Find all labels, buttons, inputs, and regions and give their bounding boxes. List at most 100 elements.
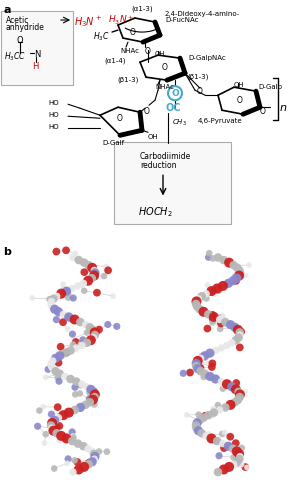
Point	[106, 266, 111, 274]
Point	[68, 375, 73, 383]
Point	[74, 344, 79, 352]
Point	[208, 349, 212, 357]
FancyBboxPatch shape	[114, 142, 231, 224]
Point	[81, 280, 86, 287]
Point	[231, 276, 235, 284]
Point	[209, 287, 214, 295]
Point	[55, 403, 60, 411]
Point	[73, 383, 77, 391]
Point	[216, 254, 220, 262]
Text: O: O	[171, 88, 179, 98]
Point	[87, 388, 92, 396]
Point	[194, 298, 199, 306]
Point	[194, 360, 198, 368]
Point	[71, 468, 75, 476]
Point	[221, 466, 226, 473]
Point	[66, 294, 71, 302]
Text: (α1-4): (α1-4)	[104, 57, 126, 64]
Point	[225, 380, 229, 388]
Text: OC: OC	[166, 103, 181, 113]
Point	[66, 290, 71, 298]
Point	[93, 396, 97, 404]
Point	[201, 308, 206, 316]
Point	[205, 281, 210, 289]
Point	[57, 352, 62, 360]
Point	[52, 464, 56, 472]
Text: (α1-3): (α1-3)	[131, 5, 153, 12]
Point	[97, 448, 101, 456]
Point	[54, 423, 59, 431]
Point	[225, 342, 229, 349]
Point	[78, 340, 83, 348]
Point	[226, 442, 231, 450]
Point	[211, 313, 216, 321]
Point	[243, 272, 248, 280]
Point	[219, 320, 223, 328]
Point	[92, 328, 97, 336]
Point	[64, 287, 69, 295]
Point	[230, 339, 234, 347]
Point	[235, 458, 240, 466]
Point	[68, 346, 73, 354]
Point	[82, 258, 86, 266]
Point	[74, 378, 79, 386]
Point	[194, 300, 198, 308]
Point	[57, 377, 61, 385]
Point	[52, 305, 57, 313]
Point	[76, 256, 81, 264]
Text: $CH_3$: $CH_3$	[172, 118, 187, 128]
Point	[231, 445, 235, 453]
Point	[111, 292, 115, 300]
Point	[78, 281, 83, 289]
Point	[78, 318, 83, 326]
Text: n: n	[280, 103, 287, 113]
Point	[233, 398, 237, 406]
Point	[227, 442, 232, 450]
Point	[72, 406, 77, 414]
Text: anhydride: anhydride	[6, 23, 45, 32]
Point	[83, 401, 88, 409]
Point	[228, 320, 233, 328]
Point	[184, 411, 189, 419]
Text: O: O	[117, 114, 123, 122]
Point	[91, 388, 96, 396]
Point	[232, 273, 237, 281]
Point	[51, 426, 56, 434]
Text: b: b	[3, 248, 11, 258]
Point	[213, 375, 218, 383]
Point	[194, 362, 198, 370]
Point	[220, 440, 225, 448]
Point	[235, 396, 240, 404]
Point	[86, 445, 91, 453]
Point	[195, 419, 200, 427]
Point	[212, 290, 217, 298]
Point	[188, 368, 192, 376]
Point	[217, 452, 221, 460]
Point	[86, 261, 91, 269]
Point	[91, 326, 95, 334]
Point	[82, 287, 87, 295]
Point	[35, 422, 40, 430]
Point	[243, 463, 248, 471]
Point	[43, 374, 48, 382]
Point	[223, 404, 228, 411]
Point	[66, 313, 71, 321]
Point	[56, 414, 61, 422]
Point	[206, 411, 211, 419]
Point	[211, 412, 215, 420]
Point	[80, 380, 84, 388]
Point	[231, 460, 236, 468]
Text: 4,6-Pyruvate: 4,6-Pyruvate	[198, 118, 243, 124]
Point	[234, 448, 239, 456]
Point	[93, 452, 97, 460]
Point	[228, 322, 233, 330]
Point	[243, 388, 248, 396]
Point	[222, 428, 227, 436]
Point	[102, 272, 106, 280]
Text: O: O	[144, 107, 150, 116]
Point	[235, 396, 240, 404]
Point	[205, 324, 210, 332]
Point	[49, 362, 54, 370]
Point	[89, 274, 94, 282]
Point	[201, 373, 206, 381]
